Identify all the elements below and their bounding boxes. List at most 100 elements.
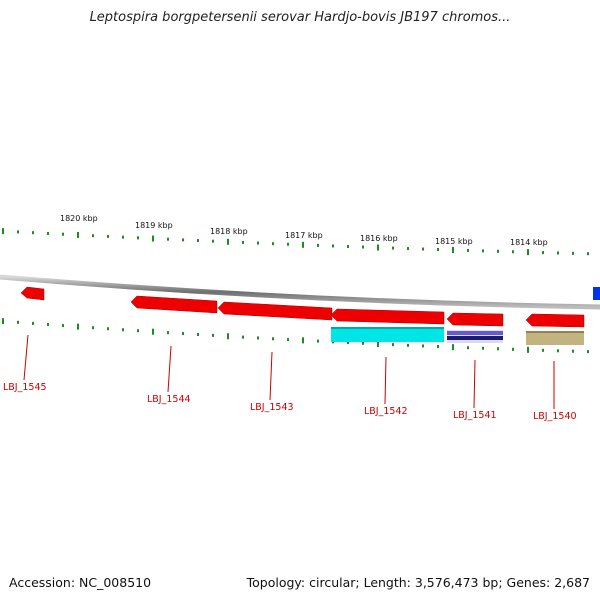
feature-bar-navy-core: [447, 336, 503, 340]
minor-tick: [122, 328, 124, 332]
minor-tick: [212, 239, 214, 243]
minor-tick: [572, 251, 574, 255]
minor-tick: [362, 245, 364, 249]
minor-tick: [422, 344, 424, 348]
feature-bar-cyan-edge: [331, 327, 444, 329]
minor-tick: [242, 335, 244, 339]
minor-tick: [287, 242, 289, 246]
minor-tick: [182, 238, 184, 242]
gene-label-lbj-1544[interactable]: LBJ_1544: [147, 394, 191, 405]
kbp-label: 1817 kbp: [285, 231, 323, 240]
minor-tick: [572, 349, 574, 353]
minor-tick: [437, 345, 439, 349]
minor-tick: [137, 329, 139, 333]
major-tick: [527, 346, 529, 353]
offscreen-gene-block[interactable]: [593, 287, 600, 300]
minor-tick: [557, 349, 559, 353]
minor-tick: [92, 326, 94, 330]
chromosome-backbone: [0, 274, 600, 310]
minor-tick: [497, 249, 499, 253]
minor-tick: [362, 341, 364, 345]
minor-tick: [407, 247, 409, 251]
kbp-label: 1818 kbp: [210, 227, 248, 236]
gene-label-lbj-1541[interactable]: LBJ_1541: [453, 410, 497, 421]
minor-tick: [422, 247, 424, 251]
major-tick: [77, 323, 79, 330]
leader-lbj-1542: [384, 356, 387, 405]
gene-label-lbj-1543[interactable]: LBJ_1543: [250, 402, 294, 413]
gene-arrow-lbj-1544[interactable]: [130, 295, 218, 314]
minor-tick: [407, 343, 409, 347]
minor-tick: [272, 337, 274, 341]
minor-tick: [197, 332, 199, 336]
feature-bar-cyan[interactable]: [331, 327, 444, 342]
topology-text: Topology: circular; Length: 3,576,473 bp…: [246, 575, 590, 590]
label-leaders: [23, 334, 555, 409]
minor-tick: [107, 234, 109, 238]
major-tick: [152, 328, 154, 335]
minor-tick: [557, 251, 559, 255]
kbp-label: 1820 kbp: [60, 214, 98, 223]
major-tick: [452, 344, 454, 351]
minor-tick: [17, 320, 19, 324]
minor-tick: [512, 250, 514, 254]
accession-text: Accession: NC_008510: [9, 575, 152, 590]
minor-tick: [542, 348, 544, 352]
minor-tick: [107, 327, 109, 331]
gene-label-lbj-1542[interactable]: LBJ_1542: [364, 406, 408, 417]
minor-tick: [242, 240, 244, 244]
minor-tick: [512, 347, 514, 351]
leader-lbj-1545: [23, 334, 29, 381]
gene-arrows: [20, 286, 585, 328]
gene-arrow-lbj-1543[interactable]: [217, 301, 333, 321]
minor-tick: [587, 350, 589, 354]
minor-tick: [197, 239, 199, 243]
kbp-label: 1816 kbp: [360, 234, 398, 243]
minor-tick: [167, 331, 169, 335]
gene-label-lbj-1540[interactable]: LBJ_1540: [533, 411, 577, 422]
minor-tick: [392, 343, 394, 347]
major-tick: [377, 340, 379, 347]
minor-tick: [542, 251, 544, 255]
major-tick: [77, 231, 79, 238]
gene-labels: LBJ_1545 LBJ_1544 LBJ_1543 LBJ_1542 LBJ_…: [3, 382, 577, 422]
major-tick: [2, 228, 4, 235]
kbp-label: 1815 kbp: [435, 237, 473, 246]
minor-tick: [62, 324, 64, 328]
feature-bar-olive-edge: [526, 331, 584, 333]
kbp-label: 1814 kbp: [510, 238, 548, 247]
minor-tick: [32, 321, 34, 325]
minor-tick: [92, 234, 94, 238]
feature-bar-navy-band: [447, 331, 503, 335]
minor-tick: [182, 332, 184, 336]
minor-tick: [122, 235, 124, 239]
minor-tick: [467, 346, 469, 350]
gene-label-lbj-1545[interactable]: LBJ_1545: [3, 382, 47, 393]
minor-tick: [47, 323, 49, 327]
gene-arrow-lbj-1540[interactable]: [525, 313, 585, 328]
feature-bar-olive[interactable]: [526, 331, 584, 345]
gene-arrow-lbj-1545[interactable]: [20, 286, 45, 301]
minor-tick: [467, 248, 469, 252]
minor-tick: [32, 231, 34, 235]
minor-tick: [257, 336, 259, 340]
minor-tick: [332, 244, 334, 248]
minor-tick: [272, 242, 274, 246]
major-tick: [302, 337, 304, 344]
minor-tick: [167, 237, 169, 241]
leader-lbj-1541: [473, 359, 476, 409]
kbp-labels: 1820 kbp 1819 kbp 1818 kbp 1817 kbp 1816…: [60, 214, 548, 247]
minor-tick: [347, 244, 349, 248]
minor-tick: [437, 248, 439, 252]
major-tick: [302, 241, 304, 248]
minor-tick: [347, 341, 349, 345]
minor-tick: [62, 232, 64, 236]
gene-arrow-lbj-1541[interactable]: [446, 312, 504, 327]
leader-lbj-1543: [269, 351, 273, 401]
gene-arrow-lbj-1542[interactable]: [330, 308, 445, 325]
minor-tick: [587, 252, 589, 256]
leader-lbj-1544: [167, 345, 172, 393]
major-tick: [452, 246, 454, 253]
major-tick: [2, 318, 4, 325]
